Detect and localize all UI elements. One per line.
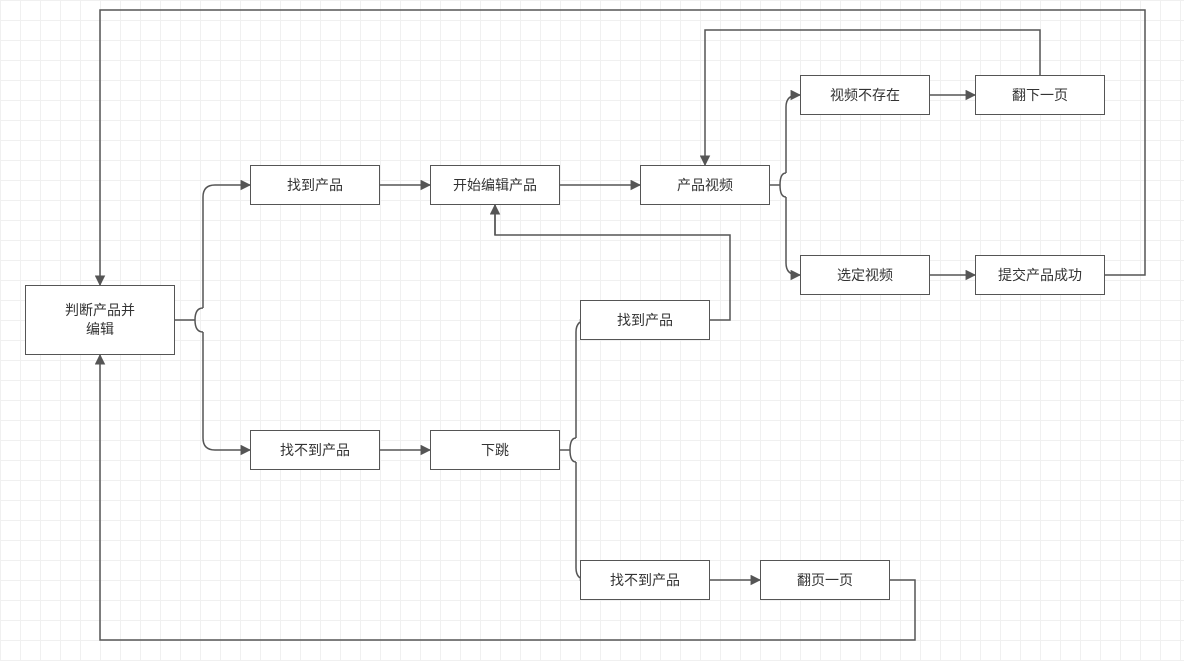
node-label: 产品视频 [677,176,733,195]
node-jumpDown: 下跳 [430,430,560,470]
node-label: 开始编辑产品 [453,176,537,195]
node-label: 提交产品成功 [998,266,1082,285]
node-productVideo: 产品视频 [640,165,770,205]
node-label: 下跳 [481,441,509,460]
node-videoNotExist: 视频不存在 [800,75,930,115]
node-submitSuccess: 提交产品成功 [975,255,1105,295]
node-selectVideo: 选定视频 [800,255,930,295]
node-label: 找不到产品 [610,571,680,590]
node-label: 选定视频 [837,266,893,285]
node-pageOne: 翻页一页 [760,560,890,600]
node-root: 判断产品并 编辑 [25,285,175,355]
node-startEdit: 开始编辑产品 [430,165,560,205]
node-found2: 找到产品 [580,300,710,340]
node-label: 判断产品并 编辑 [65,301,135,339]
node-found1: 找到产品 [250,165,380,205]
node-nextPage: 翻下一页 [975,75,1105,115]
node-label: 翻下一页 [1012,86,1068,105]
node-label: 找不到产品 [280,441,350,460]
node-label: 找到产品 [617,311,673,330]
node-label: 找到产品 [287,176,343,195]
node-label: 翻页一页 [797,571,853,590]
node-label: 视频不存在 [830,86,900,105]
node-notfound2: 找不到产品 [580,560,710,600]
node-notfound1: 找不到产品 [250,430,380,470]
